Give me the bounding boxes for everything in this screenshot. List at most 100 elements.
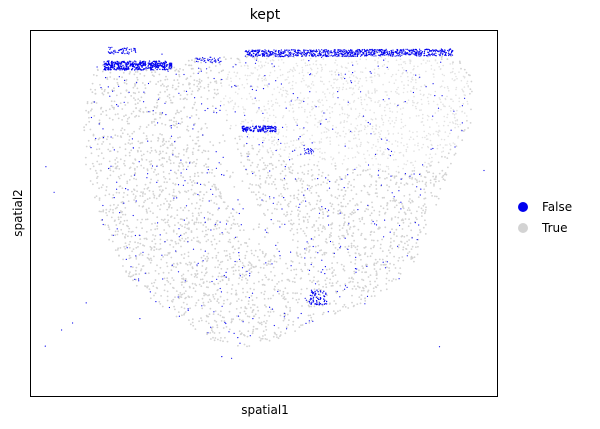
spot-point-1295 <box>299 277 302 280</box>
spot-point-3974 <box>113 149 115 151</box>
spot-point-2149 <box>96 182 99 184</box>
spot-point-2115 <box>309 111 311 113</box>
spot-point-792 <box>219 339 222 342</box>
spot-point-3518 <box>238 61 241 64</box>
spot-point-3746 <box>264 274 266 277</box>
spot-point-2679 <box>273 144 276 146</box>
spot-point-2616 <box>285 163 288 166</box>
spot-point-2425 <box>133 97 135 99</box>
spot-point-4994 <box>307 51 309 53</box>
spot-point-3538 <box>281 223 283 226</box>
spot-point-3708 <box>391 175 394 177</box>
spot-point-3318 <box>284 79 287 81</box>
spot-point-1805 <box>284 332 287 335</box>
spot-point-3173 <box>318 195 320 198</box>
spot-point-3021 <box>323 226 326 229</box>
spot-point-2771 <box>288 220 290 223</box>
spot-point-100 <box>179 94 182 97</box>
spot-point-2117 <box>166 290 169 293</box>
spot-point-2334 <box>211 213 214 216</box>
spot-point-3457 <box>169 282 172 285</box>
spot-point-1859 <box>260 291 263 294</box>
spot-point-4983 <box>280 52 282 54</box>
spot-point-4187 <box>155 301 157 303</box>
spot-point-2167 <box>238 277 241 279</box>
spot-point-2025 <box>381 153 384 156</box>
spot-point-1064 <box>161 140 164 143</box>
spot-point-4868 <box>402 51 404 53</box>
spot-point-3949 <box>180 172 182 174</box>
spot-point-4680 <box>432 53 434 56</box>
spot-point-2136 <box>306 129 309 132</box>
spot-point-2367 <box>169 200 172 203</box>
spot-point-2617 <box>403 87 405 90</box>
spot-point-4597 <box>371 53 373 55</box>
spot-point-4941 <box>432 54 434 57</box>
spot-point-3798 <box>303 100 305 103</box>
spot-point-1127 <box>251 144 254 147</box>
spot-point-3283 <box>406 71 409 74</box>
spot-point-449 <box>311 281 313 284</box>
spot-point-28 <box>200 319 203 322</box>
spot-point-1448 <box>364 210 366 213</box>
spot-point-3770 <box>183 307 186 310</box>
spot-point-3613 <box>335 79 338 81</box>
spot-point-782 <box>174 147 177 149</box>
spot-point-3307 <box>136 184 138 187</box>
spot-point-2834 <box>207 252 210 255</box>
spot-point-2809 <box>154 222 157 225</box>
spot-point-245 <box>361 216 364 219</box>
spot-point-2676 <box>136 166 139 168</box>
spot-point-2697 <box>131 142 134 145</box>
spot-point-3100 <box>458 100 461 103</box>
spot-point-3677 <box>299 179 302 182</box>
spot-point-1392 <box>388 279 390 282</box>
spot-point-3880 <box>200 70 202 72</box>
spot-point-1191 <box>254 58 256 61</box>
spot-point-3583 <box>188 82 191 84</box>
spot-point-2227 <box>179 295 181 298</box>
spot-point-2861 <box>334 73 337 76</box>
spot-point-2648 <box>267 131 269 134</box>
spot-point-2791 <box>339 237 341 240</box>
spot-point-474 <box>291 158 293 160</box>
spot-point-4307 <box>364 55 366 57</box>
spot-point-2904 <box>390 218 393 221</box>
spot-point-3429 <box>172 230 175 233</box>
spot-point-2525 <box>421 180 424 183</box>
spot-point-2472 <box>353 270 356 273</box>
spot-point-1473 <box>168 97 171 99</box>
spot-point-2272 <box>138 146 141 149</box>
spot-point-759 <box>172 95 175 98</box>
spot-point-3045 <box>125 78 128 81</box>
spot-point-3440 <box>209 81 212 84</box>
spot-point-4333 <box>319 50 321 52</box>
spot-point-2247 <box>387 130 389 132</box>
spot-point-4593 <box>330 50 332 52</box>
spot-point-563 <box>320 138 323 140</box>
spot-point-1153 <box>152 113 155 116</box>
spot-point-3769 <box>212 313 215 315</box>
spot-point-1226 <box>368 173 371 176</box>
spot-point-3015 <box>444 172 447 174</box>
spot-point-2560 <box>454 152 457 155</box>
spot-point-1201 <box>229 255 231 258</box>
spot-point-1574 <box>213 332 216 334</box>
spot-point-1404 <box>449 63 452 65</box>
spot-point-314 <box>380 130 383 132</box>
spot-point-2111 <box>165 140 168 143</box>
spot-point-1775 <box>359 145 362 147</box>
spot-point-4140 <box>108 167 110 170</box>
spot-point-1485 <box>284 199 286 202</box>
spot-point-995 <box>221 260 224 263</box>
spot-point-3593 <box>107 92 109 94</box>
spot-point-858 <box>191 318 194 321</box>
spot-point-4883 <box>314 50 316 53</box>
spot-point-2782 <box>303 164 306 167</box>
spot-point-3636 <box>319 63 322 66</box>
spot-point-1562 <box>384 57 387 60</box>
spot-point-1888 <box>283 149 286 151</box>
spot-point-3209 <box>324 93 326 95</box>
spot-point-3241 <box>364 253 366 256</box>
spot-point-2411 <box>400 63 403 66</box>
